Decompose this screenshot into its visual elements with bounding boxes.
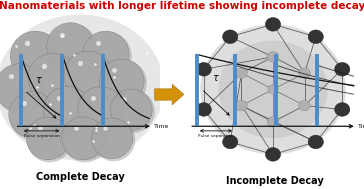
Circle shape bbox=[335, 62, 350, 76]
Ellipse shape bbox=[83, 32, 132, 80]
Ellipse shape bbox=[9, 92, 58, 140]
Circle shape bbox=[308, 30, 324, 44]
Ellipse shape bbox=[64, 51, 112, 99]
Text: Complete Decay: Complete Decay bbox=[36, 172, 124, 182]
Ellipse shape bbox=[11, 31, 60, 80]
Ellipse shape bbox=[111, 89, 152, 130]
Ellipse shape bbox=[218, 41, 328, 138]
Circle shape bbox=[268, 85, 278, 94]
Circle shape bbox=[222, 135, 238, 149]
Circle shape bbox=[299, 68, 310, 78]
Ellipse shape bbox=[28, 54, 80, 105]
Ellipse shape bbox=[92, 118, 132, 159]
Circle shape bbox=[196, 62, 211, 76]
Ellipse shape bbox=[9, 91, 55, 138]
Circle shape bbox=[267, 117, 279, 127]
Ellipse shape bbox=[11, 32, 63, 83]
Ellipse shape bbox=[44, 87, 94, 136]
Ellipse shape bbox=[78, 87, 124, 133]
Circle shape bbox=[196, 103, 211, 116]
Ellipse shape bbox=[64, 51, 115, 101]
Ellipse shape bbox=[92, 119, 135, 161]
Ellipse shape bbox=[83, 31, 129, 77]
Ellipse shape bbox=[62, 117, 108, 162]
Circle shape bbox=[308, 135, 324, 149]
Text: Pulse separation: Pulse separation bbox=[24, 134, 60, 138]
Ellipse shape bbox=[44, 86, 91, 133]
Text: Incomplete Decay: Incomplete Decay bbox=[226, 176, 324, 186]
Ellipse shape bbox=[78, 87, 127, 136]
Text: Time: Time bbox=[358, 124, 364, 129]
Ellipse shape bbox=[0, 64, 43, 111]
Ellipse shape bbox=[47, 23, 97, 73]
Circle shape bbox=[265, 148, 281, 161]
Ellipse shape bbox=[28, 53, 78, 103]
Ellipse shape bbox=[0, 15, 164, 161]
Text: Time: Time bbox=[154, 124, 170, 129]
Text: τ: τ bbox=[212, 73, 218, 83]
Text: Nanomaterials with longer lifetime showing incomplete decay: Nanomaterials with longer lifetime showi… bbox=[0, 1, 364, 11]
Ellipse shape bbox=[27, 117, 70, 160]
Text: Pulse separation: Pulse separation bbox=[198, 134, 234, 138]
Circle shape bbox=[222, 30, 238, 44]
Ellipse shape bbox=[27, 117, 72, 162]
Ellipse shape bbox=[111, 90, 155, 133]
Circle shape bbox=[267, 52, 279, 62]
Circle shape bbox=[299, 100, 310, 111]
Ellipse shape bbox=[100, 60, 147, 106]
FancyArrow shape bbox=[155, 84, 184, 105]
Ellipse shape bbox=[47, 23, 94, 70]
Ellipse shape bbox=[200, 24, 346, 154]
Ellipse shape bbox=[62, 117, 105, 160]
Circle shape bbox=[335, 103, 350, 116]
Circle shape bbox=[265, 18, 281, 31]
Circle shape bbox=[236, 68, 247, 78]
Circle shape bbox=[236, 100, 247, 111]
Ellipse shape bbox=[99, 59, 144, 103]
Text: τ: τ bbox=[35, 75, 40, 85]
Ellipse shape bbox=[0, 64, 46, 114]
